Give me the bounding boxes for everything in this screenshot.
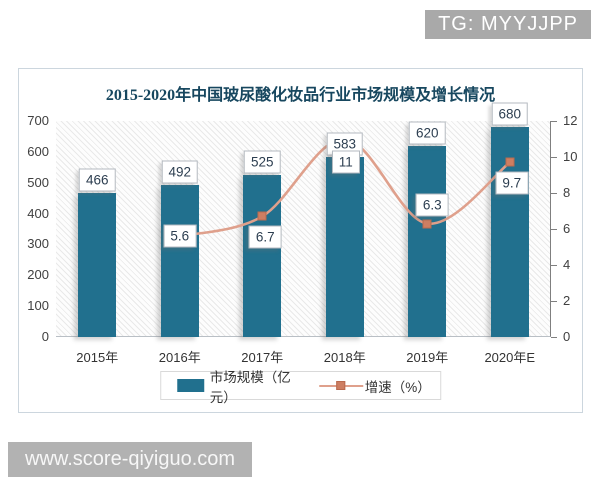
x-axis-label: 2016年	[158, 350, 201, 365]
left-axis-tick-label: 600	[27, 143, 49, 159]
legend-item: 市场规模（亿元）	[176, 366, 307, 406]
x-axis-label: 2015年	[76, 350, 119, 365]
bar-value-label: 492	[161, 160, 199, 184]
growth-line	[179, 137, 511, 238]
right-axis-tick	[551, 337, 557, 338]
bar-2016年	[160, 185, 199, 337]
legend-bar-swatch	[176, 379, 204, 392]
bar-value-label: 466	[78, 168, 116, 192]
growth-value-label: 6.7	[248, 225, 282, 249]
right-axis-tick-label: 4	[563, 257, 571, 272]
right-axis-tick	[551, 121, 557, 122]
right-axis-tick	[551, 193, 557, 194]
growth-marker	[257, 211, 267, 221]
left-axis-tick-label: 0	[41, 329, 49, 344]
right-axis-tick-label: 6	[563, 221, 571, 236]
legend-item: 增速（%）	[319, 376, 431, 396]
growth-marker	[422, 219, 432, 229]
x-axis-label: 2018年	[323, 350, 366, 365]
left-axis-tick-label: 500	[27, 174, 49, 190]
right-axis-tick-label: 10	[563, 149, 578, 164]
right-axis-tick	[551, 265, 557, 266]
bar-value-label: 525	[243, 150, 281, 174]
left-axis-tick-label: 300	[27, 236, 49, 252]
legend-label: 市场规模（亿元）	[209, 369, 291, 405]
right-axis-tick-label: 12	[563, 113, 578, 128]
x-axis-label: 2019年	[406, 350, 449, 365]
legend-label: 增速（%）	[364, 379, 431, 395]
growth-value-label: 9.7	[495, 171, 529, 195]
chart-title: 2015-2020年中国玻尿酸化妆品行业市场规模及增长情况	[105, 87, 496, 104]
bar-value-label: 620	[408, 121, 446, 145]
right-axis-tick-label: 2	[563, 293, 571, 308]
right-axis-tick	[551, 157, 557, 158]
left-axis-tick-label: 100	[27, 298, 49, 314]
chart-frame: 2015-2020年中国玻尿酸化妆品行业市场规模及增长情况 0 100 200 300…	[18, 68, 583, 413]
bar-2019年	[408, 145, 447, 337]
bar-value-label: 680	[491, 102, 529, 126]
plot-area	[56, 121, 551, 337]
right-axis-tick-label: 8	[563, 185, 571, 200]
bar-2017年	[243, 175, 282, 337]
bar-2018年	[325, 157, 364, 337]
x-axis-label: 2020年E	[484, 350, 536, 365]
growth-value-label: 5.6	[163, 224, 197, 248]
legend-line-swatch	[319, 380, 364, 391]
left-axis-tick-label: 200	[27, 267, 49, 283]
bar-2015年	[78, 193, 117, 337]
left-axis-tick-label: 700	[27, 113, 49, 128]
growth-value-label: 6.3	[415, 193, 449, 217]
watermark: www.score-qiyiguo.com	[8, 442, 253, 477]
growth-marker	[505, 157, 515, 167]
telegram-badge: TG: MYYJJPP	[425, 10, 591, 39]
right-axis-tick	[551, 229, 557, 230]
chart-legend: 市场规模（亿元） 增速（%）	[159, 370, 442, 405]
left-axis-tick-label: 400	[27, 205, 49, 221]
x-axis-label: 2017年	[241, 350, 284, 365]
right-axis-tick	[551, 301, 557, 302]
right-axis-tick-label: 0	[563, 329, 571, 344]
growth-value-label: 11	[331, 150, 360, 174]
